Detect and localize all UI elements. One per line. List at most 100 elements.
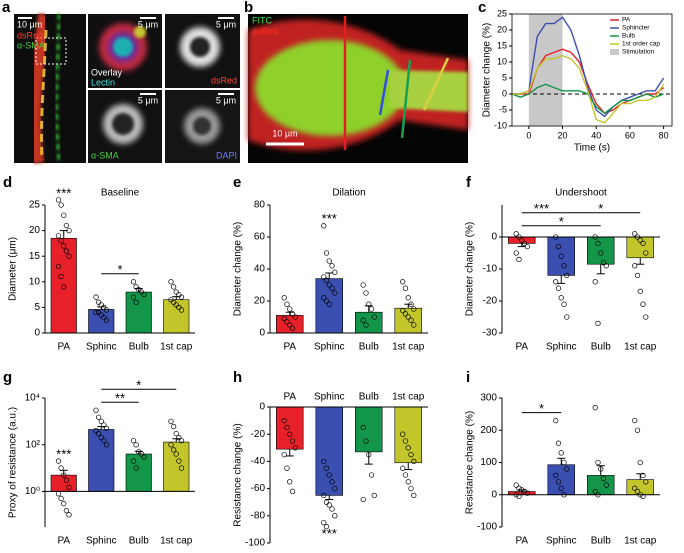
data-point bbox=[323, 465, 330, 471]
y-tick-label: -80 bbox=[251, 510, 266, 521]
data-point bbox=[402, 472, 409, 478]
data-point bbox=[329, 263, 335, 269]
data-line bbox=[511, 83, 664, 115]
data-point bbox=[595, 320, 601, 327]
channel-label: DAPI bbox=[216, 150, 237, 160]
data-point bbox=[55, 197, 62, 203]
data-point bbox=[564, 272, 570, 279]
data-point bbox=[561, 459, 567, 466]
data-point bbox=[93, 294, 99, 300]
channel-label: α-SMA bbox=[17, 40, 45, 50]
data-point bbox=[284, 301, 290, 307]
data-point bbox=[284, 319, 290, 325]
legend-label: Stimulation bbox=[622, 49, 655, 56]
data-point bbox=[640, 240, 646, 247]
data-point bbox=[58, 465, 64, 471]
data-point bbox=[61, 284, 67, 290]
data-point bbox=[98, 418, 104, 425]
y-tick-label: 10⁴ bbox=[25, 393, 40, 404]
x-tick-label: 1st cap bbox=[160, 342, 193, 353]
chart-title: Dilation bbox=[332, 188, 365, 199]
data-point bbox=[368, 472, 375, 478]
panel-letter: e bbox=[233, 174, 241, 191]
data-point bbox=[411, 306, 417, 312]
data-point bbox=[101, 304, 107, 311]
data-point bbox=[289, 311, 296, 317]
data-point bbox=[411, 458, 417, 465]
y-tick-label: 10² bbox=[26, 439, 41, 450]
legend-swatch bbox=[610, 49, 619, 55]
y-tick-label: 0 bbox=[491, 489, 497, 500]
data-point bbox=[321, 458, 327, 465]
data-point bbox=[592, 279, 598, 285]
data-point bbox=[637, 288, 643, 295]
data-point bbox=[632, 263, 638, 269]
data-point bbox=[553, 417, 559, 424]
x-tick-label: PA bbox=[283, 342, 296, 353]
data-point bbox=[371, 492, 377, 499]
data-point bbox=[516, 485, 522, 491]
data-point bbox=[178, 465, 185, 471]
data-point bbox=[400, 431, 406, 437]
data-point bbox=[326, 282, 332, 288]
channel-label: dsRed bbox=[17, 30, 43, 40]
x-tick-label: PA bbox=[515, 342, 528, 353]
data-point bbox=[640, 493, 646, 500]
data-point bbox=[326, 472, 332, 478]
data-point bbox=[289, 438, 296, 444]
data-point bbox=[360, 496, 366, 503]
data-point bbox=[66, 484, 72, 490]
data-point bbox=[130, 294, 137, 300]
bar bbox=[355, 311, 383, 334]
bar bbox=[394, 307, 422, 334]
data-point bbox=[173, 289, 179, 295]
data-point bbox=[178, 307, 185, 313]
data-point bbox=[564, 466, 570, 472]
y-axis-label: Diameter change (%) bbox=[465, 222, 476, 316]
data-point bbox=[281, 417, 287, 424]
data-point bbox=[643, 479, 649, 485]
data-point bbox=[138, 451, 145, 457]
data-point bbox=[133, 465, 139, 471]
data-point bbox=[61, 243, 67, 249]
x-tick-label: Sphinc bbox=[86, 536, 117, 547]
data-point bbox=[553, 472, 559, 479]
data-point bbox=[170, 447, 177, 453]
data-point bbox=[173, 451, 179, 457]
data-point bbox=[178, 294, 185, 300]
data-point bbox=[643, 314, 649, 320]
significance: * bbox=[117, 262, 122, 277]
x-tick-label: PA bbox=[57, 342, 70, 353]
y-tick-label: -10 bbox=[494, 120, 507, 130]
legend-label: 1st order cap bbox=[622, 41, 660, 48]
data-point bbox=[598, 466, 604, 472]
x-tick-label: Sphinc bbox=[314, 392, 345, 403]
data-point bbox=[321, 492, 327, 499]
image-a: 10 μm dsRed α-SMA 5 μm Overlay Lectin 5 … bbox=[14, 13, 240, 164]
data-point bbox=[63, 477, 70, 483]
significance: ** bbox=[115, 391, 125, 406]
y-tick-label: -30 bbox=[483, 328, 498, 339]
x-tick-label: Bulb bbox=[591, 342, 611, 353]
data-point bbox=[632, 231, 638, 237]
y-tick-label: 300 bbox=[480, 393, 497, 404]
data-point bbox=[555, 479, 562, 485]
y-axis-label: Proxy of resistance (a.u.) bbox=[8, 407, 19, 518]
data-point bbox=[61, 212, 67, 218]
y-tick-label: 0 bbox=[34, 328, 40, 339]
data-point bbox=[58, 202, 64, 208]
data-point bbox=[58, 274, 64, 280]
data-point bbox=[326, 502, 332, 508]
y-axis-label: Diameter change (%) bbox=[482, 23, 493, 117]
data-point bbox=[640, 472, 646, 479]
y-tick-label: -10 bbox=[483, 264, 498, 275]
data-point bbox=[400, 279, 406, 285]
data-point bbox=[321, 274, 327, 280]
stimulation-region bbox=[528, 14, 563, 126]
data-point bbox=[634, 272, 641, 279]
x-tick-label: Bulb bbox=[359, 392, 379, 403]
data-point bbox=[178, 437, 185, 444]
data-point bbox=[561, 301, 567, 307]
data-point bbox=[329, 285, 335, 291]
chart-title: Baseline bbox=[101, 188, 140, 199]
